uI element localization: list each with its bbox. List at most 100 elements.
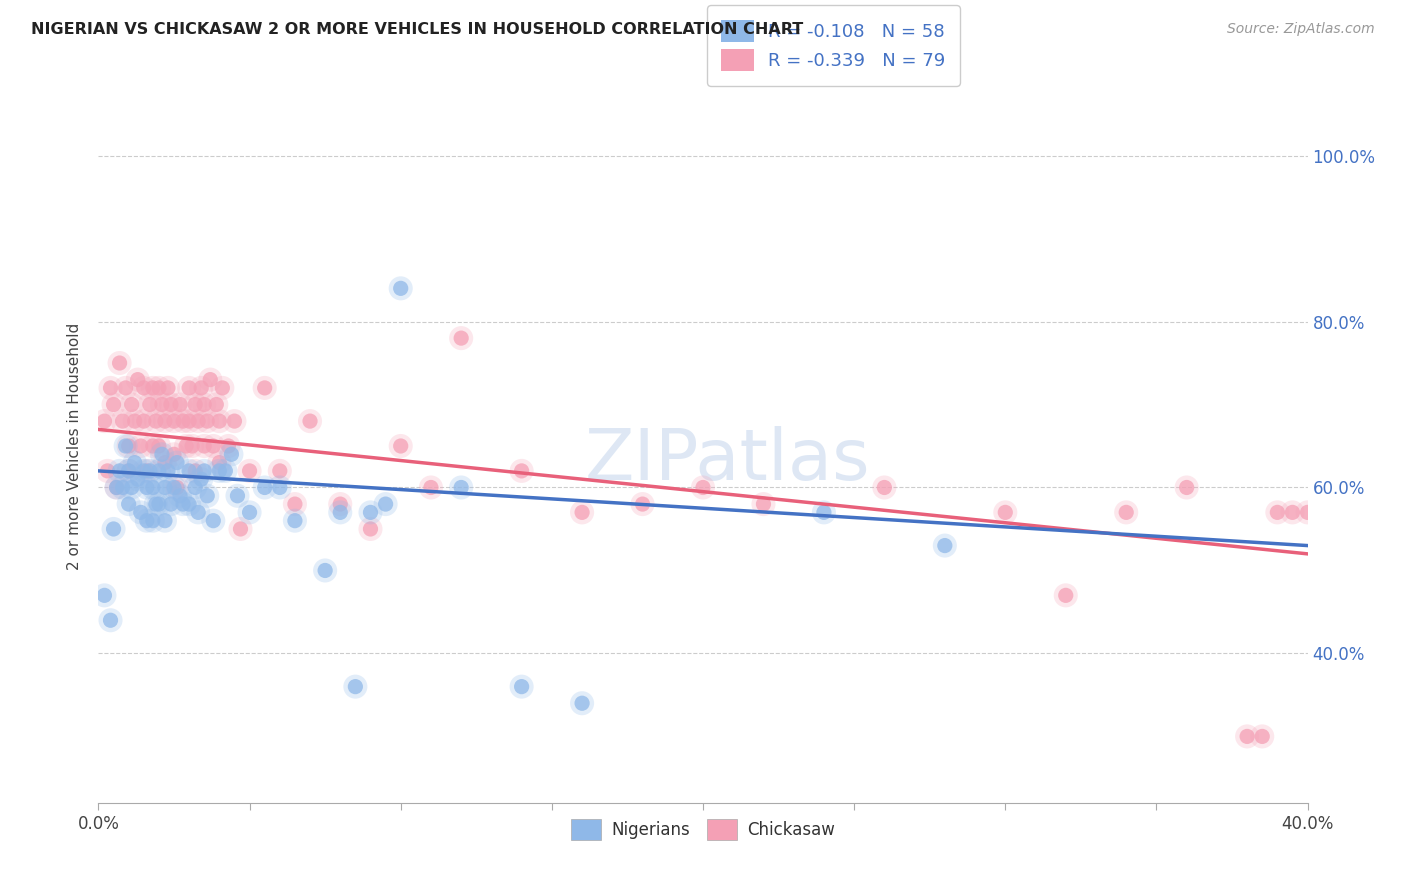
Point bbox=[163, 481, 186, 495]
Point bbox=[139, 397, 162, 411]
Point bbox=[450, 331, 472, 345]
Point bbox=[229, 522, 252, 536]
Point bbox=[163, 447, 186, 461]
Point bbox=[148, 497, 170, 511]
Point bbox=[132, 414, 155, 428]
Point bbox=[1281, 505, 1303, 519]
Point bbox=[111, 414, 134, 428]
Point bbox=[127, 373, 149, 387]
Text: NIGERIAN VS CHICKASAW 2 OR MORE VEHICLES IN HOUSEHOLD CORRELATION CHART: NIGERIAN VS CHICKASAW 2 OR MORE VEHICLES… bbox=[31, 22, 803, 37]
Point bbox=[813, 505, 835, 519]
Point bbox=[129, 439, 152, 453]
Point bbox=[193, 397, 215, 411]
Point bbox=[187, 505, 209, 519]
Point bbox=[172, 414, 194, 428]
Point bbox=[172, 497, 194, 511]
Point bbox=[193, 464, 215, 478]
Point bbox=[118, 439, 141, 453]
Point bbox=[224, 414, 246, 428]
Point bbox=[208, 414, 231, 428]
Point bbox=[150, 397, 173, 411]
Point bbox=[150, 397, 173, 411]
Point bbox=[153, 456, 176, 470]
Point bbox=[145, 414, 167, 428]
Point bbox=[571, 696, 593, 710]
Point bbox=[142, 439, 165, 453]
Point bbox=[211, 381, 233, 395]
Point bbox=[166, 456, 188, 470]
Y-axis label: 2 or more Vehicles in Household: 2 or more Vehicles in Household bbox=[67, 322, 83, 570]
Point bbox=[217, 439, 239, 453]
Point bbox=[193, 397, 215, 411]
Point bbox=[389, 439, 412, 453]
Point bbox=[179, 414, 201, 428]
Point bbox=[239, 464, 262, 478]
Point bbox=[124, 414, 146, 428]
Point bbox=[571, 505, 593, 519]
Point bbox=[118, 464, 141, 478]
Point bbox=[571, 696, 593, 710]
Point bbox=[202, 439, 225, 453]
Point bbox=[450, 481, 472, 495]
Point bbox=[135, 481, 157, 495]
Point bbox=[1312, 505, 1334, 519]
Point bbox=[163, 414, 186, 428]
Point bbox=[139, 397, 162, 411]
Point bbox=[873, 481, 896, 495]
Point bbox=[179, 381, 201, 395]
Point bbox=[129, 505, 152, 519]
Point bbox=[184, 464, 207, 478]
Point bbox=[139, 464, 162, 478]
Point bbox=[253, 381, 276, 395]
Point bbox=[100, 613, 122, 627]
Point bbox=[873, 481, 896, 495]
Point bbox=[148, 464, 170, 478]
Point bbox=[187, 414, 209, 428]
Point bbox=[205, 397, 228, 411]
Point bbox=[329, 497, 352, 511]
Point bbox=[166, 456, 188, 470]
Point bbox=[166, 481, 188, 495]
Point bbox=[129, 439, 152, 453]
Point bbox=[148, 439, 170, 453]
Point bbox=[153, 414, 176, 428]
Point bbox=[142, 381, 165, 395]
Point bbox=[752, 497, 775, 511]
Point bbox=[145, 497, 167, 511]
Point bbox=[269, 481, 291, 495]
Point bbox=[148, 497, 170, 511]
Point bbox=[269, 464, 291, 478]
Point bbox=[994, 505, 1017, 519]
Point bbox=[103, 397, 125, 411]
Point bbox=[150, 447, 173, 461]
Point bbox=[239, 464, 262, 478]
Point bbox=[132, 381, 155, 395]
Point bbox=[329, 497, 352, 511]
Point bbox=[314, 564, 336, 578]
Point bbox=[190, 472, 212, 486]
Point bbox=[284, 514, 307, 528]
Point bbox=[195, 414, 218, 428]
Point bbox=[329, 505, 352, 519]
Point bbox=[103, 522, 125, 536]
Point bbox=[208, 456, 231, 470]
Point bbox=[181, 439, 204, 453]
Point bbox=[127, 472, 149, 486]
Point bbox=[118, 497, 141, 511]
Point bbox=[1267, 505, 1289, 519]
Point bbox=[202, 439, 225, 453]
Point bbox=[450, 481, 472, 495]
Point bbox=[284, 497, 307, 511]
Point bbox=[135, 481, 157, 495]
Point bbox=[93, 588, 115, 602]
Point bbox=[172, 414, 194, 428]
Point bbox=[156, 381, 179, 395]
Point bbox=[190, 381, 212, 395]
Point bbox=[135, 514, 157, 528]
Point bbox=[269, 464, 291, 478]
Point bbox=[253, 481, 276, 495]
Point bbox=[174, 439, 197, 453]
Point bbox=[571, 505, 593, 519]
Point bbox=[1296, 505, 1319, 519]
Point bbox=[103, 522, 125, 536]
